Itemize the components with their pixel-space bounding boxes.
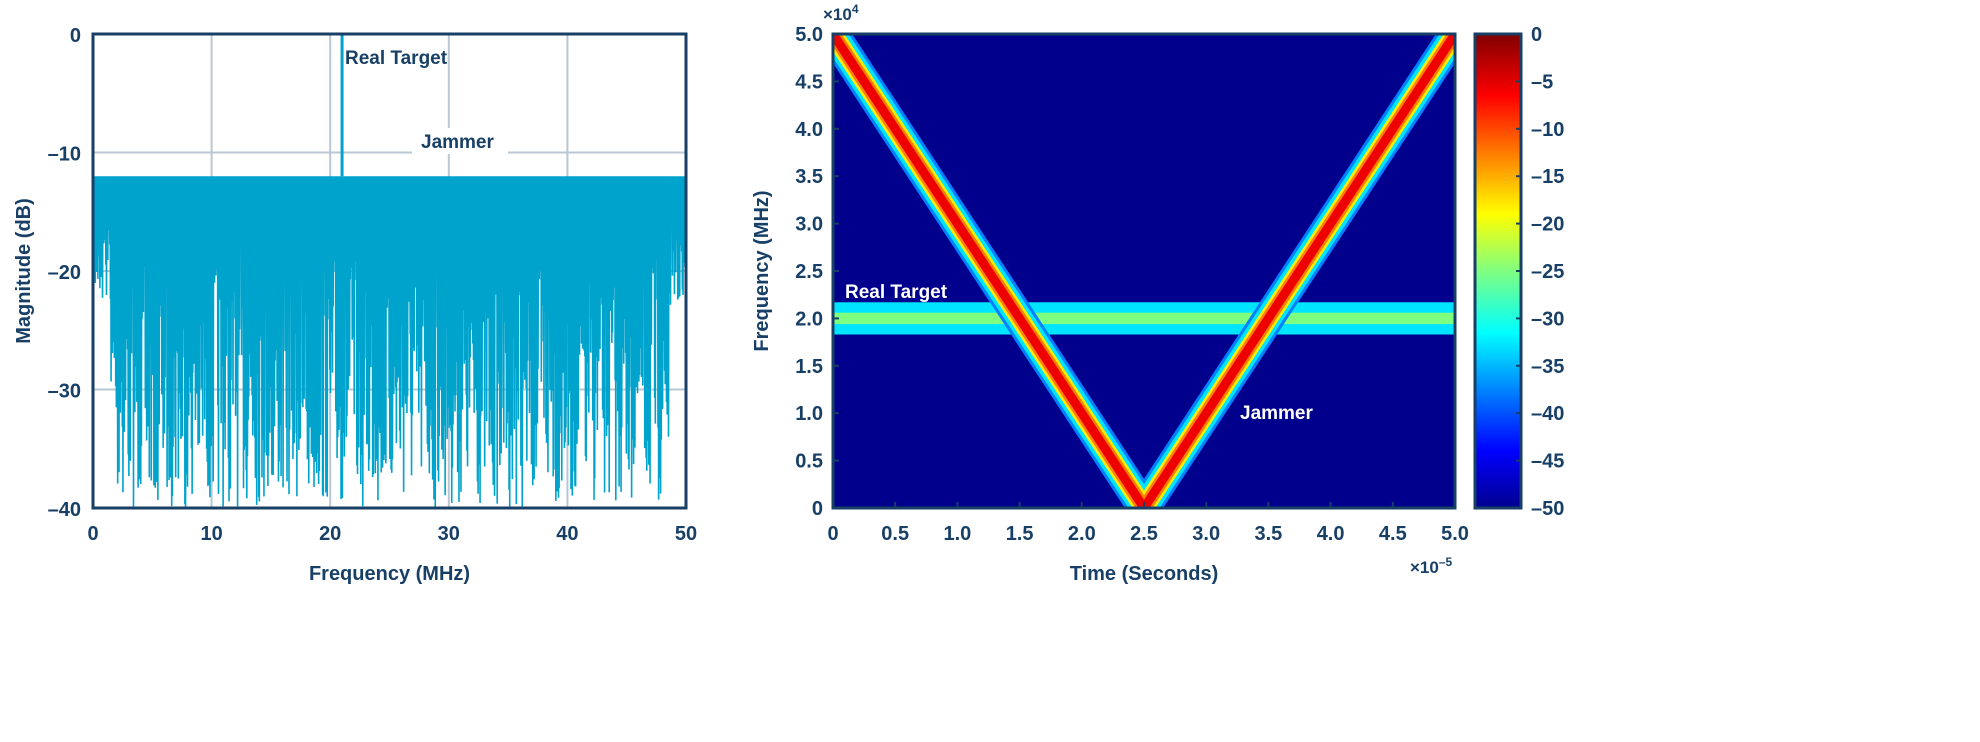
x-axis-label: Frequency (MHz) <box>309 563 470 585</box>
colorbar-tick-label: –35 <box>1531 356 1564 378</box>
x-tick-label: 3.0 <box>1192 523 1220 545</box>
x-tick-label: 4.0 <box>1317 523 1345 545</box>
y-tick-label: 4.5 <box>795 71 823 93</box>
x-tick-label: 50 <box>675 523 697 545</box>
y-axis-label: Magnitude (dB) <box>13 198 35 344</box>
spectrogram-background <box>833 34 1455 508</box>
colorbar-tick-label: –20 <box>1531 214 1564 236</box>
annotation-bg <box>412 128 508 154</box>
colorbar-tick-label: –45 <box>1531 451 1564 473</box>
x-tick-label: 40 <box>556 523 578 545</box>
jammer-chirp-trace <box>833 34 1455 508</box>
y-tick-label: 3.5 <box>795 166 823 188</box>
x-tick-label: 0 <box>827 523 838 545</box>
x-axis-label: Time (Seconds) <box>1070 563 1219 585</box>
x-tick-label: 1.5 <box>1006 523 1034 545</box>
real-target-band-center <box>833 312 1455 325</box>
y-tick-label: 0 <box>70 25 81 47</box>
annotation-jammer: Jammer <box>421 132 494 153</box>
y-tick-label: –20 <box>48 262 81 284</box>
colorbar-tick-label: –30 <box>1531 308 1564 330</box>
x-tick-label: 3.5 <box>1254 523 1282 545</box>
plot-frame <box>91 32 688 510</box>
x-tick-label: 2.0 <box>1068 523 1096 545</box>
colorbar-tick-label: –50 <box>1531 498 1564 520</box>
x-multiplier-exponent: –5 <box>1439 555 1453 569</box>
y-tick-label: –10 <box>48 144 81 166</box>
x-tick-label: 0.5 <box>881 523 909 545</box>
x-tick-label: 0 <box>87 523 98 545</box>
x-multiplier: ×10–5 <box>1410 555 1453 577</box>
y-tick-label: 4.0 <box>795 119 823 141</box>
y-tick-label: 3.0 <box>795 214 823 236</box>
x-tick-label: 10 <box>200 523 222 545</box>
colorbar-tick-label: –5 <box>1531 71 1553 93</box>
y-tick-label: –40 <box>48 499 81 521</box>
x-tick-label: 5.0 <box>1441 523 1469 545</box>
x-tick-label: 4.5 <box>1379 523 1407 545</box>
x-tick-label: 20 <box>319 523 341 545</box>
colorbar-tick-label: –40 <box>1531 403 1564 425</box>
colorbar-tick-label: 0 <box>1531 24 1542 46</box>
x-tick-label: 2.5 <box>1130 523 1158 545</box>
y-tick-label: 1.0 <box>795 403 823 425</box>
y-tick-label: 0.5 <box>795 451 823 473</box>
y-axis-label: Frequency (MHz) <box>751 190 773 351</box>
annotation-real-target: Real Target <box>345 48 448 69</box>
y-tick-label: –30 <box>48 381 81 403</box>
colorbar-tick-label: –25 <box>1531 261 1564 283</box>
annotation-real-target: Real Target <box>845 282 948 303</box>
y-multiplier: ×104 <box>823 2 859 24</box>
y-multiplier-exponent: 4 <box>852 2 859 16</box>
colorbar <box>1473 32 1523 510</box>
colorbar-tick-label: –15 <box>1531 166 1564 188</box>
jammer-spectrum-fill <box>116 178 663 236</box>
y-tick-label: 0 <box>812 498 823 520</box>
y-tick-label: 2.0 <box>795 308 823 330</box>
annotation-jammer: Jammer <box>1240 403 1313 424</box>
colorbar-tick-label: –10 <box>1531 119 1564 141</box>
y-tick-label: 2.5 <box>795 261 823 283</box>
y-tick-label: 5.0 <box>795 24 823 46</box>
x-tick-label: 30 <box>438 523 460 545</box>
x-tick-label: 1.0 <box>943 523 971 545</box>
y-tick-label: 1.5 <box>795 356 823 378</box>
